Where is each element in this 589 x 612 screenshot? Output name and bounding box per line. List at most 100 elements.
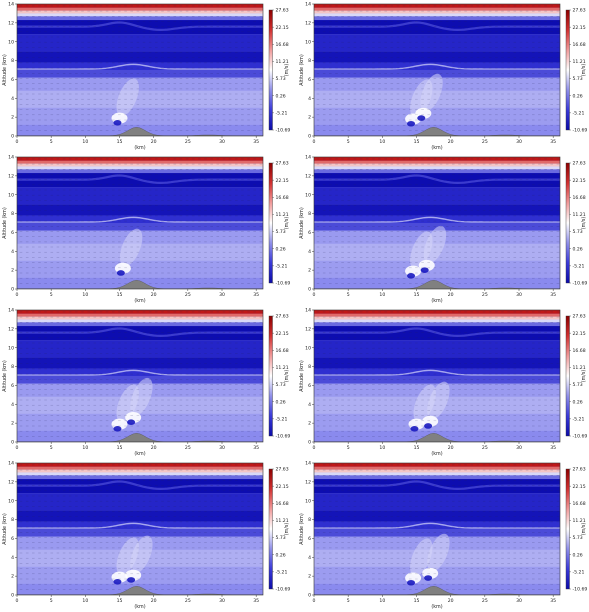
colorbar-tick-label: 0.26 bbox=[573, 246, 583, 252]
wave-ripple bbox=[17, 21, 263, 32]
altitude-band bbox=[17, 529, 263, 537]
x-tick-label: 15 bbox=[117, 292, 123, 298]
plume bbox=[427, 381, 450, 420]
altitude-band bbox=[17, 77, 263, 91]
wind-vectors bbox=[316, 311, 560, 437]
plot-frame bbox=[16, 3, 264, 137]
colorbar-tick-label: 16.68 bbox=[276, 42, 289, 48]
colorbar-tick-label: -10.69 bbox=[276, 128, 291, 134]
plot-frame bbox=[313, 156, 561, 290]
y-tick-label: 8 bbox=[308, 364, 311, 370]
altitude-band bbox=[314, 357, 560, 369]
x-tick-label: 10 bbox=[379, 598, 385, 604]
altitude-band bbox=[17, 160, 263, 164]
plume bbox=[130, 377, 153, 416]
y-tick-label: 6 bbox=[11, 536, 14, 542]
colorbar-tick-label: 5.73 bbox=[276, 229, 286, 235]
y-tick-label: 8 bbox=[11, 58, 14, 64]
altitude-band bbox=[17, 163, 263, 167]
colorbar-tick-label: 27.63 bbox=[573, 161, 586, 167]
colorbar-tick-label: 22.15 bbox=[573, 25, 586, 31]
colorbar-tick-label: 22.15 bbox=[276, 331, 289, 337]
y-axis-label: Altitude (km) bbox=[299, 360, 305, 392]
downdraft-core bbox=[417, 115, 426, 121]
colorbar bbox=[565, 162, 570, 284]
wave-ripple bbox=[314, 216, 560, 223]
colorbar-tick-label: -10.69 bbox=[573, 434, 588, 440]
altitude-band bbox=[314, 319, 560, 323]
altitude-band bbox=[17, 223, 263, 231]
chart-svg: 0 5 10 15 20 25 30 35 0 2 4 6 8 10 12 14 (km) Altitude (k… bbox=[299, 461, 587, 610]
altitude-band bbox=[314, 475, 560, 480]
y-tick-label: 14 bbox=[8, 155, 14, 161]
altitude-band bbox=[17, 472, 263, 476]
colorbar-tick-label: 16.68 bbox=[573, 348, 586, 354]
x-axis-label: (km) bbox=[134, 604, 145, 610]
chart-panel: 0 5 10 15 20 25 30 35 0 2 4 6 8 10 12 14 (km) Altitude (k… bbox=[297, 306, 587, 457]
colorbar-tick-label: -10.69 bbox=[276, 281, 291, 287]
y-tick-label: 4 bbox=[11, 402, 14, 408]
x-axis-label: (km) bbox=[134, 145, 145, 151]
y-tick-label: 12 bbox=[305, 326, 311, 332]
altitude-band bbox=[314, 10, 560, 14]
colorbar-tick-label: -5.21 bbox=[276, 263, 288, 269]
downdraft-core bbox=[127, 419, 136, 425]
wave-ripple bbox=[314, 174, 560, 185]
colorbar bbox=[565, 315, 570, 437]
altitude-band bbox=[314, 157, 560, 161]
x-tick-label: 35 bbox=[550, 598, 556, 604]
colorbar-tick-label: -5.21 bbox=[276, 416, 288, 422]
colorbar-tick-label: 27.63 bbox=[276, 161, 289, 167]
colorbar-tick-label: -5.21 bbox=[573, 416, 585, 422]
x-tick-label: 25 bbox=[482, 445, 488, 451]
y-tick-label: 4 bbox=[308, 249, 311, 255]
downdraft-core bbox=[407, 579, 416, 586]
colorbar-tick-label: -10.69 bbox=[573, 128, 588, 134]
altitude-band bbox=[314, 313, 560, 317]
colorbar bbox=[268, 315, 273, 437]
colorbar-tick-label: 0.26 bbox=[276, 246, 286, 252]
x-axis-label: (km) bbox=[431, 145, 442, 151]
wave-ripple bbox=[314, 63, 560, 70]
y-tick-label: 0 bbox=[11, 134, 14, 140]
y-tick-label: 14 bbox=[305, 2, 311, 8]
colorbar-tick-label: 27.63 bbox=[573, 314, 586, 320]
y-tick-label: 10 bbox=[8, 192, 14, 198]
y-tick-label: 8 bbox=[308, 517, 311, 523]
colorbar-tick-label: 16.68 bbox=[276, 195, 289, 201]
wave-ripple bbox=[17, 480, 263, 491]
colorbar-tick-label: 22.15 bbox=[573, 484, 586, 490]
x-tick-label: 10 bbox=[82, 139, 88, 145]
x-tick-label: 0 bbox=[16, 139, 19, 145]
x-tick-label: 35 bbox=[253, 598, 259, 604]
y-tick-label: 14 bbox=[8, 2, 14, 8]
y-tick-label: 10 bbox=[8, 345, 14, 351]
wind-vectors bbox=[316, 158, 560, 284]
altitude-band bbox=[314, 376, 560, 384]
x-tick-label: 15 bbox=[117, 445, 123, 451]
x-axis-label: (km) bbox=[431, 604, 442, 610]
y-tick-label: 8 bbox=[308, 58, 311, 64]
x-tick-label: 30 bbox=[219, 598, 225, 604]
altitude-band bbox=[314, 70, 560, 78]
y-tick-label: 10 bbox=[8, 39, 14, 45]
x-tick-label: 25 bbox=[185, 445, 191, 451]
y-tick-label: 4 bbox=[308, 555, 311, 561]
x-tick-label: 20 bbox=[448, 139, 454, 145]
x-tick-label: 15 bbox=[117, 139, 123, 145]
altitude-band bbox=[17, 466, 263, 470]
x-tick-label: 35 bbox=[550, 292, 556, 298]
y-tick-label: 2 bbox=[308, 574, 311, 580]
chart-svg: 0 5 10 15 20 25 30 35 0 2 4 6 8 10 12 14 (km) Altitude (k… bbox=[2, 461, 290, 610]
x-tick-label: 35 bbox=[253, 139, 259, 145]
x-tick-label: 20 bbox=[448, 598, 454, 604]
colorbar-tick-label: -5.21 bbox=[276, 110, 288, 116]
colorbar-tick-label: 27.63 bbox=[573, 8, 586, 14]
altitude-band bbox=[17, 7, 263, 11]
y-tick-label: 12 bbox=[305, 479, 311, 485]
altitude-band bbox=[314, 163, 560, 167]
x-tick-label: 25 bbox=[185, 139, 191, 145]
colorbar-tick-label: 27.63 bbox=[276, 467, 289, 473]
x-tick-label: 35 bbox=[253, 292, 259, 298]
altitude-band bbox=[314, 215, 560, 223]
